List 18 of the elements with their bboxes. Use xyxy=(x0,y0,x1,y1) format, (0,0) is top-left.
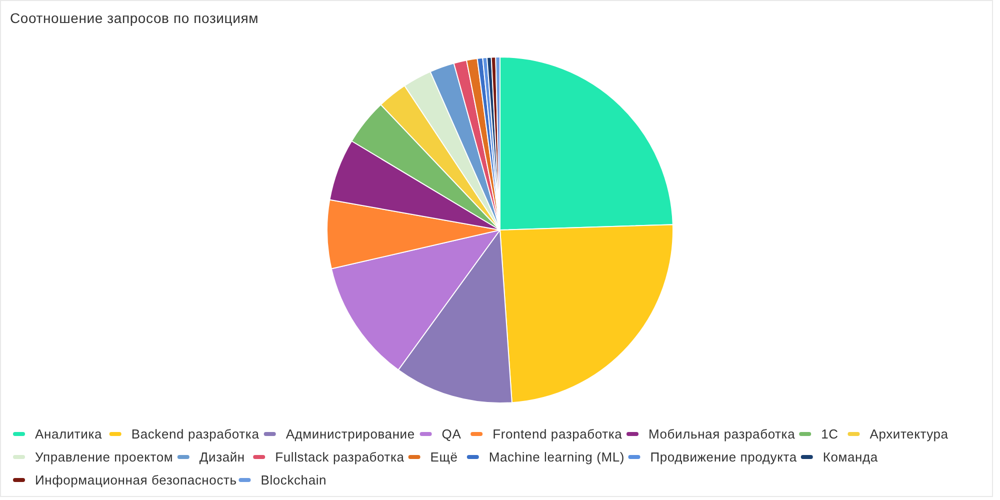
legend-label: Администрирование xyxy=(286,426,415,442)
legend-label: Команда xyxy=(822,450,878,465)
legend-label: Fullstack разработка xyxy=(275,450,405,465)
legend-label: Мобильная разработка xyxy=(648,426,796,442)
legend-label: Управление проектом xyxy=(35,450,174,465)
legend-label: Архитектура xyxy=(870,426,949,442)
legend-label: Machine learning (ML) xyxy=(488,450,625,465)
legend-label: 1С xyxy=(821,426,838,442)
legend-label: Frontend разработка xyxy=(492,426,623,442)
chart-title: Соотношение запросов по позициям xyxy=(10,10,259,26)
legend-label: Информационная безопасность xyxy=(35,472,237,488)
legend-label: Аналитика xyxy=(35,426,103,442)
legend-label: QA xyxy=(442,426,462,442)
legend-label: Дизайн xyxy=(199,450,245,465)
legend-label: Ещё xyxy=(430,450,458,465)
legend-label: Продвижение продукта xyxy=(650,450,798,465)
legend-label: Blockchain xyxy=(260,472,327,488)
legend-label: Backend разработка xyxy=(131,426,260,442)
